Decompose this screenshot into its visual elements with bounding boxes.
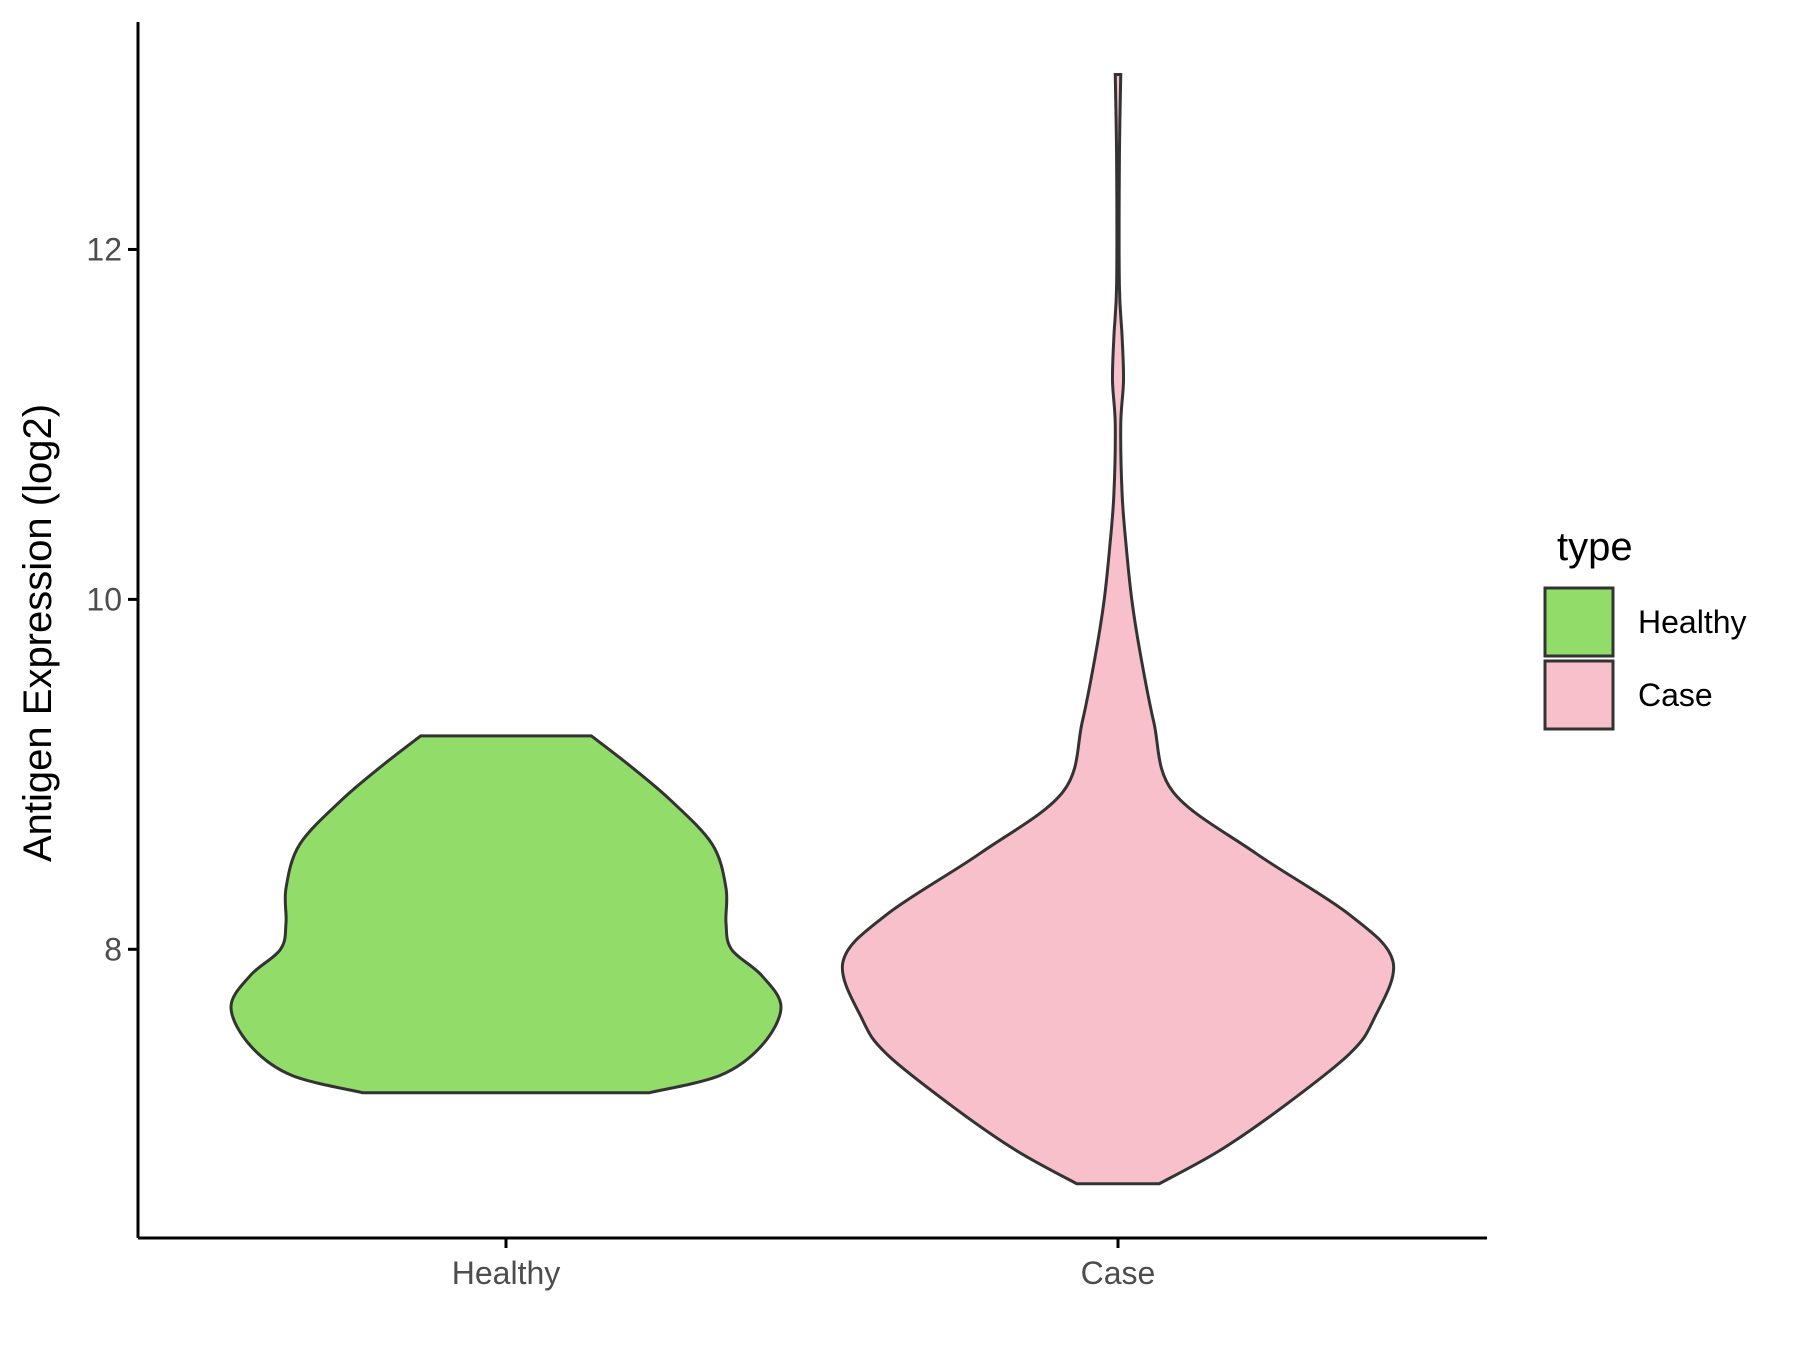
legend-label: Healthy [1638, 604, 1747, 640]
legend-label: Case [1638, 677, 1713, 713]
violins-layer [229, 72, 1396, 1186]
legend-title: type [1557, 525, 1633, 569]
x-tick-label: Healthy [452, 1255, 561, 1291]
y-ticks: 8 10 12 [86, 231, 138, 967]
legend-key-case [1543, 659, 1615, 731]
x-tick-label: Case [1081, 1255, 1156, 1291]
axes-layer [136, 22, 1487, 1240]
y-tick-label: 8 [104, 931, 122, 967]
x-ticks: Healthy Case [452, 1238, 1156, 1291]
legend-key-healthy [1543, 586, 1615, 658]
legend: type Healthy Case [1543, 525, 1747, 731]
violin-case [840, 72, 1396, 1186]
violin-healthy [229, 734, 783, 1095]
legend-entries: Healthy Case [1543, 586, 1747, 731]
y-tick-label: 12 [86, 231, 122, 267]
y-tick-label: 10 [86, 581, 122, 617]
y-axis-title: Antigen Expression (log2) [16, 404, 60, 862]
